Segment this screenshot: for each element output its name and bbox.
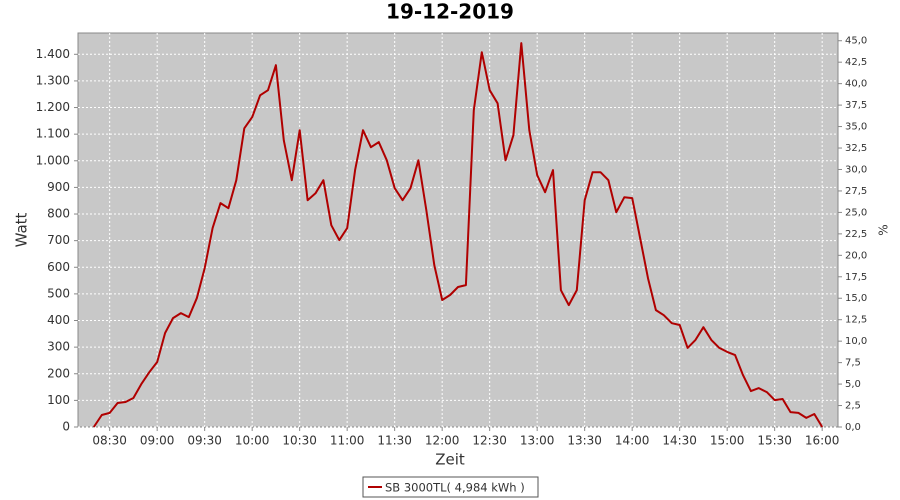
x-tick-label: 09:00 [140,434,175,448]
y-tick-label: 0 [62,420,70,434]
x-tick-label: 13:00 [520,434,555,448]
y2-tick-label: 15,0 [845,293,867,304]
x-tick-label: 12:30 [472,434,507,448]
data-line [92,42,824,428]
x-tick-label: 11:30 [377,434,412,448]
y-tick-label: 1.400 [36,47,70,61]
y2-tick-label: 37,5 [845,100,867,111]
y2-axis-label: % [877,224,891,235]
y2-tick-label: 40,0 [845,79,867,90]
y-tick-label: 1.300 [36,73,70,87]
legend-box [362,476,539,498]
y-tick-label: 600 [47,260,70,274]
y2-tick-label: 20,0 [845,250,867,261]
x-tick-label: 15:30 [757,434,792,448]
y2-tick-label: 22,5 [845,229,867,240]
y2-tick-label: 45,0 [845,36,867,47]
y2-tick-label: 12,5 [845,315,867,326]
y2-tick-label: 0,0 [845,422,861,433]
y2-tick-label: 27,5 [845,186,867,197]
x-tick-label: 16:00 [805,434,840,448]
y-tick-label: 300 [47,340,70,354]
x-tick-label: 10:30 [282,434,317,448]
legend: SB 3000TL( 4,984 kWh ) [362,476,539,498]
legend-label: SB 3000TL( 4,984 kWh ) [385,481,525,495]
y-tick-label: 1.000 [36,153,70,167]
y2-tick-label: 7,5 [845,358,861,369]
y-axis-label: Watt [13,212,31,247]
x-tick-label: 11:00 [330,434,365,448]
plot-area [77,32,839,428]
y-tick-label: 400 [47,313,70,327]
y-tick-label: 1.100 [36,127,70,141]
y2-tick-label: 32,5 [845,143,867,154]
y-tick-label: 100 [47,393,70,407]
x-tick-label: 12:00 [425,434,460,448]
y-tick-label: 900 [47,180,70,194]
x-tick-label: 15:00 [710,434,745,448]
y-tick-label: 200 [47,366,70,380]
y-tick-label: 500 [47,286,70,300]
y-tick-label: 700 [47,233,70,247]
y2-tick-label: 25,0 [845,207,867,218]
chart-title: 19-12-2019 [386,0,514,24]
y2-tick-label: 30,0 [845,164,867,175]
x-tick-label: 13:30 [567,434,602,448]
y2-tick-label: 2,5 [845,401,861,412]
x-tick-label: 08:30 [92,434,127,448]
x-tick-label: 09:30 [187,434,222,448]
y-tick-label: 800 [47,207,70,221]
x-axis-label: Zeit [435,451,465,469]
y2-tick-label: 10,0 [845,336,867,347]
y-tick-label: 1.200 [36,100,70,114]
x-tick-label: 10:00 [235,434,270,448]
y2-tick-label: 17,5 [845,272,867,283]
x-tick-label: 14:00 [615,434,650,448]
y2-tick-label: 35,0 [845,122,867,133]
y2-tick-label: 5,0 [845,379,861,390]
y2-tick-label: 42,5 [845,57,867,68]
x-tick-label: 14:30 [662,434,697,448]
